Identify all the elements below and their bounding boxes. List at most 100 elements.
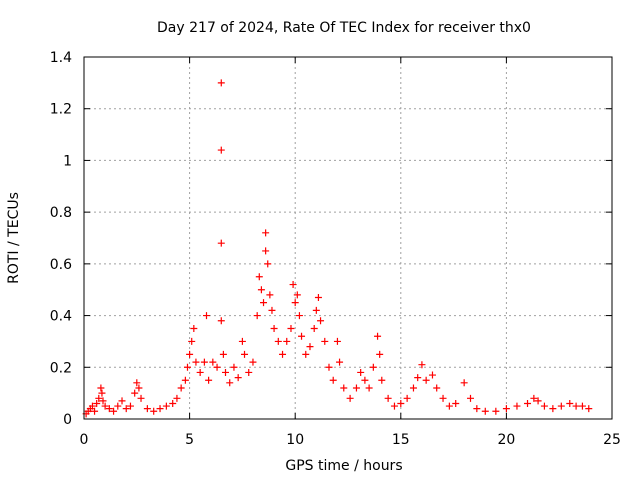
y-tick-label: 0 xyxy=(63,412,72,428)
data-point xyxy=(222,368,230,376)
data-point xyxy=(460,379,468,387)
data-point xyxy=(122,405,130,413)
data-point xyxy=(314,293,322,301)
data-point xyxy=(249,358,257,366)
data-point xyxy=(213,363,221,371)
tick-labels: 0 5 10 15 20 25 0 0.2 0.4 0.6 0.8 1 1.2 1.4 xyxy=(50,50,621,448)
data-point xyxy=(321,337,329,345)
data-point xyxy=(135,384,143,392)
x-axis-title: GPS time / hours xyxy=(285,458,402,474)
data-point xyxy=(452,399,460,407)
data-point xyxy=(329,376,337,384)
data-point xyxy=(114,402,122,410)
data-point xyxy=(217,239,225,247)
data-point xyxy=(374,332,382,340)
data-point xyxy=(196,368,204,376)
data-point xyxy=(219,350,227,358)
data-point xyxy=(524,399,532,407)
data-point xyxy=(317,317,325,325)
data-point xyxy=(156,405,164,413)
data-point xyxy=(289,281,297,289)
data-point xyxy=(312,306,320,314)
data-point xyxy=(133,379,141,387)
data-point xyxy=(422,376,430,384)
x-tick-label: 5 xyxy=(185,432,194,448)
data-point xyxy=(137,394,145,402)
data-point xyxy=(217,79,225,87)
data-point xyxy=(445,402,453,410)
data-point xyxy=(578,402,586,410)
data-point xyxy=(118,397,126,405)
data-point xyxy=(530,394,538,402)
data-point xyxy=(131,389,139,397)
data-point xyxy=(418,361,426,369)
y-tick-label: 0.2 xyxy=(50,360,72,376)
y-tick-label: 1.2 xyxy=(50,102,72,118)
data-point xyxy=(262,247,270,255)
data-point xyxy=(428,371,436,379)
data-point xyxy=(365,384,373,392)
data-point xyxy=(93,399,101,407)
y-tick-label: 1 xyxy=(63,153,72,169)
data-point xyxy=(190,325,198,332)
data-point xyxy=(274,337,282,345)
data-point xyxy=(369,363,377,371)
data-point xyxy=(390,402,398,410)
x-tick-label: 20 xyxy=(497,432,515,448)
data-point xyxy=(566,399,574,407)
data-point xyxy=(534,397,542,405)
data-point xyxy=(397,399,405,407)
data-point xyxy=(439,394,447,402)
data-point xyxy=(169,399,177,407)
y-tick-label: 0.4 xyxy=(50,309,72,325)
data-point xyxy=(260,299,268,307)
data-points xyxy=(82,79,593,418)
data-point xyxy=(234,374,242,382)
x-tick-label: 25 xyxy=(603,432,621,448)
data-point xyxy=(346,394,354,402)
data-point xyxy=(298,332,306,340)
data-point xyxy=(98,389,106,397)
data-point xyxy=(262,229,270,237)
data-point xyxy=(186,350,194,358)
data-point xyxy=(238,337,246,345)
data-point xyxy=(205,376,213,384)
data-point xyxy=(376,350,384,358)
data-point xyxy=(202,312,210,320)
data-point xyxy=(209,358,217,366)
data-point xyxy=(513,402,521,410)
data-point xyxy=(557,402,565,410)
data-point xyxy=(325,363,333,371)
data-point xyxy=(310,325,318,332)
data-point xyxy=(306,343,314,351)
data-point xyxy=(88,402,96,410)
data-point xyxy=(572,402,580,410)
data-point xyxy=(105,405,113,413)
data-point xyxy=(241,350,249,358)
data-point xyxy=(110,407,118,415)
y-axis-title: ROTI / TECUs xyxy=(6,192,22,284)
data-point xyxy=(283,337,291,345)
data-point xyxy=(279,350,287,358)
data-point xyxy=(357,368,365,376)
data-point xyxy=(143,405,151,413)
data-point xyxy=(150,407,158,415)
data-point xyxy=(293,291,301,299)
data-point xyxy=(255,273,263,281)
data-point xyxy=(266,291,274,299)
data-point xyxy=(378,376,386,384)
data-point xyxy=(99,397,107,405)
data-point xyxy=(217,317,225,325)
data-point xyxy=(200,358,208,366)
data-point xyxy=(287,325,295,332)
plot-frame xyxy=(83,56,613,420)
x-tick-label: 0 xyxy=(80,432,89,448)
data-point xyxy=(253,312,261,320)
data-point xyxy=(226,379,234,387)
data-point xyxy=(264,260,272,268)
data-point xyxy=(361,376,369,384)
data-point xyxy=(409,384,417,392)
grid xyxy=(84,57,612,419)
chart-title: Day 217 of 2024, Rate Of TEC Index for r… xyxy=(157,20,531,36)
data-point xyxy=(230,363,238,371)
